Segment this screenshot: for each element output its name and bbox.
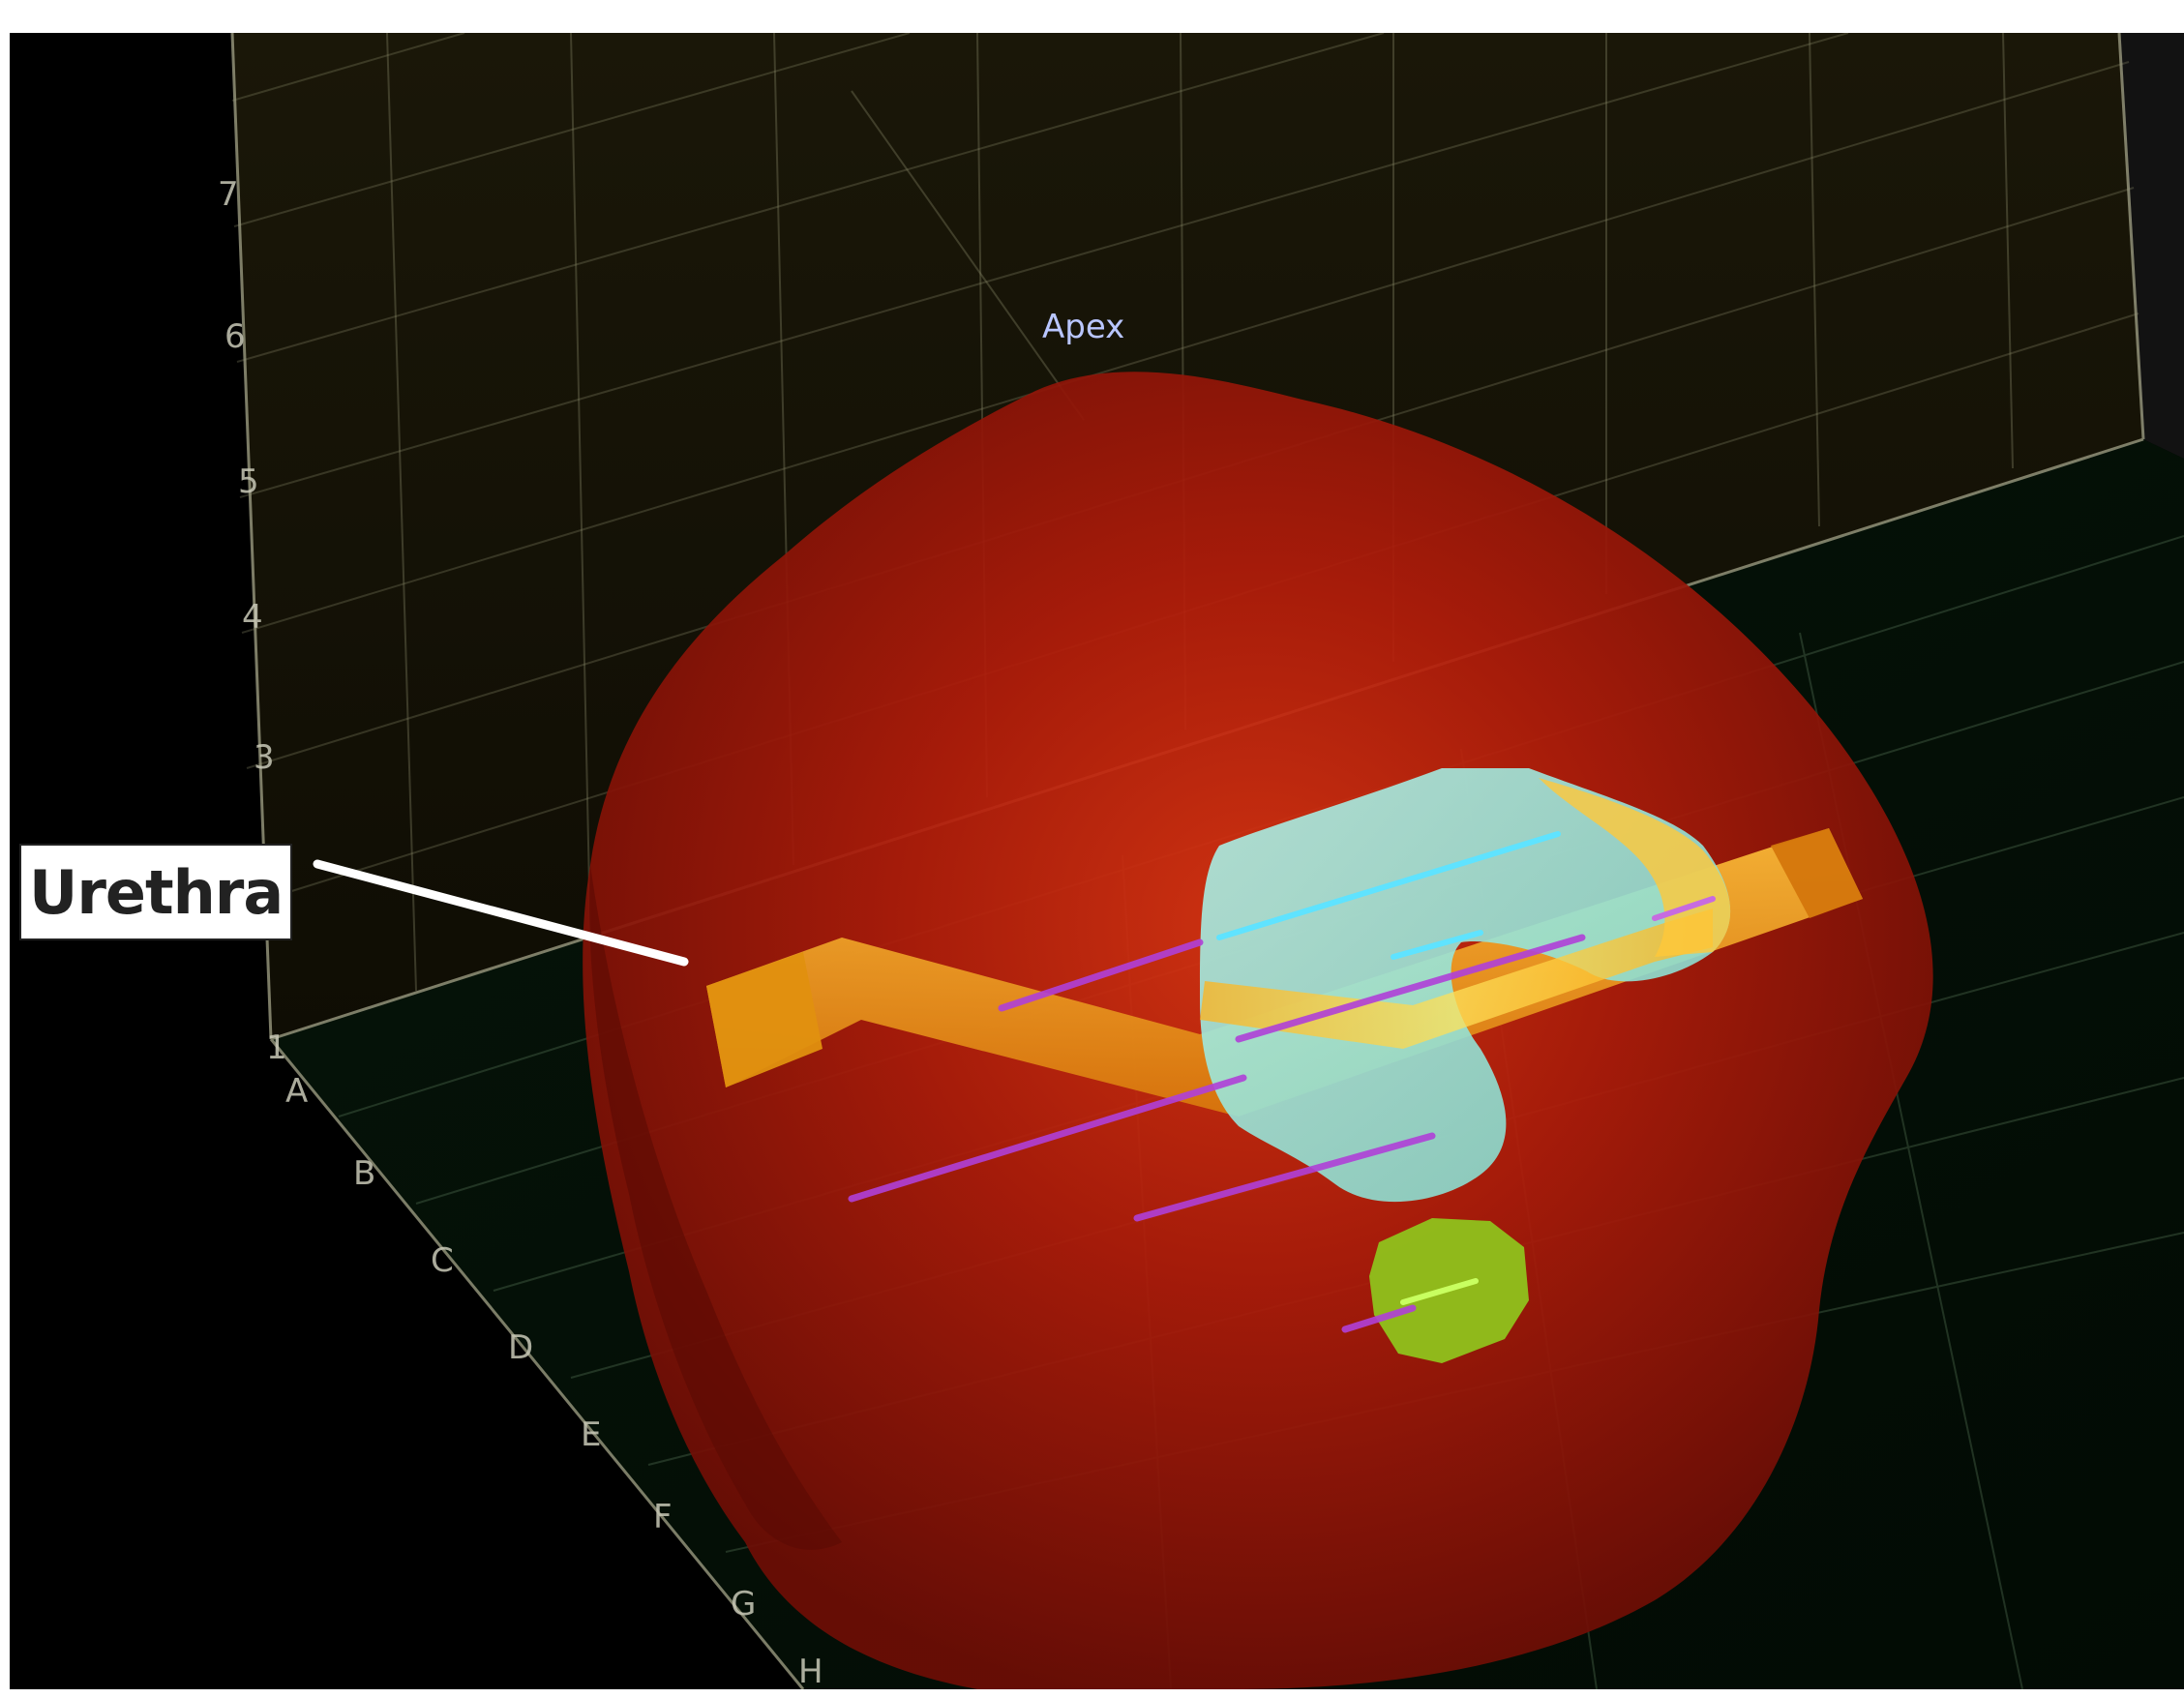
prostate-3d-scene: 1 2 3 4 5 6 7 A B C D E F G H Apex [218,33,2184,1689]
d-tick: E [581,1415,601,1454]
d-tick: A [285,1072,308,1111]
d-tick: B [353,1154,375,1193]
urethra-tube [706,828,1863,1117]
d-tick: G [731,1585,756,1624]
3d-viewport[interactable]: 1 2 3 4 5 6 7 A B C D E F G H Apex Ureth… [10,33,2184,1689]
d-tick: C [431,1241,454,1280]
d-tick: H [798,1653,823,1689]
vertical-axis: 1 2 3 4 5 6 7 [218,175,287,1067]
apex-label: Apex [1042,308,1124,346]
depth-axis: A B C D E F G H [285,1072,823,1689]
v-tick: 6 [224,317,246,356]
urethra-callout-label: Urethra [19,844,293,940]
d-tick: D [508,1328,533,1367]
right-wall [2119,33,2184,459]
needle-paths [848,934,1586,1333]
urethra-callout-text: Urethra [29,856,284,928]
v-tick: 3 [254,738,275,777]
callout-leader [313,859,689,967]
box-diagonal [851,90,1085,421]
lesion-yellow-top [1539,778,1731,957]
d-tick: F [653,1498,673,1536]
prostate-shadow [589,865,842,1550]
v-tick: 5 [238,462,259,501]
lesion-cyan [1200,768,1731,1203]
v-tick: 7 [218,175,239,214]
v-tick: 4 [242,598,263,637]
needle-paths-highlight [1216,831,1716,1305]
v-tick: 1 [266,1028,287,1067]
